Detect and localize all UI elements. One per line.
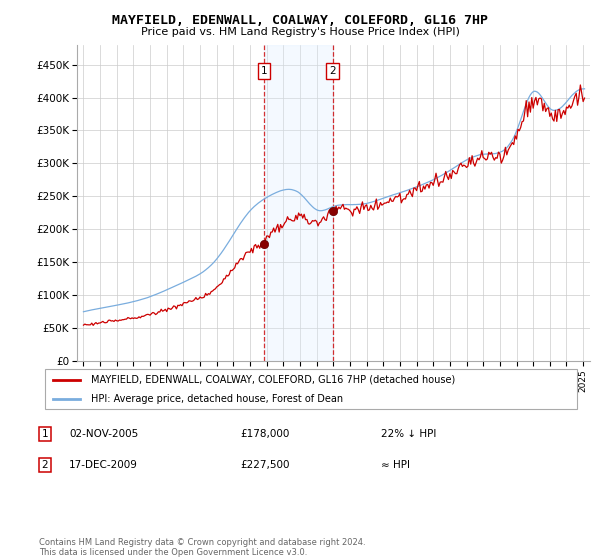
Text: 2: 2 [41, 460, 49, 470]
Text: ≈ HPI: ≈ HPI [381, 460, 410, 470]
Text: HPI: Average price, detached house, Forest of Dean: HPI: Average price, detached house, Fore… [91, 394, 343, 404]
Text: Price paid vs. HM Land Registry's House Price Index (HPI): Price paid vs. HM Land Registry's House … [140, 27, 460, 37]
Text: 17-DEC-2009: 17-DEC-2009 [69, 460, 138, 470]
Bar [264, 45, 332, 361]
Text: MAYFIELD, EDENWALL, COALWAY, COLEFORD, GL16 7HP: MAYFIELD, EDENWALL, COALWAY, COLEFORD, G… [112, 14, 488, 27]
Text: £227,500: £227,500 [240, 460, 290, 470]
Text: Contains HM Land Registry data © Crown copyright and database right 2024.
This d: Contains HM Land Registry data © Crown c… [39, 538, 365, 557]
Text: 2: 2 [329, 66, 336, 76]
Text: 1: 1 [41, 429, 49, 439]
FancyBboxPatch shape [45, 368, 577, 409]
Text: £178,000: £178,000 [240, 429, 289, 439]
Text: MAYFIELD, EDENWALL, COALWAY, COLEFORD, GL16 7HP (detached house): MAYFIELD, EDENWALL, COALWAY, COLEFORD, G… [91, 375, 455, 385]
Text: 02-NOV-2005: 02-NOV-2005 [69, 429, 138, 439]
Text: 22% ↓ HPI: 22% ↓ HPI [381, 429, 436, 439]
Text: 1: 1 [260, 66, 268, 76]
